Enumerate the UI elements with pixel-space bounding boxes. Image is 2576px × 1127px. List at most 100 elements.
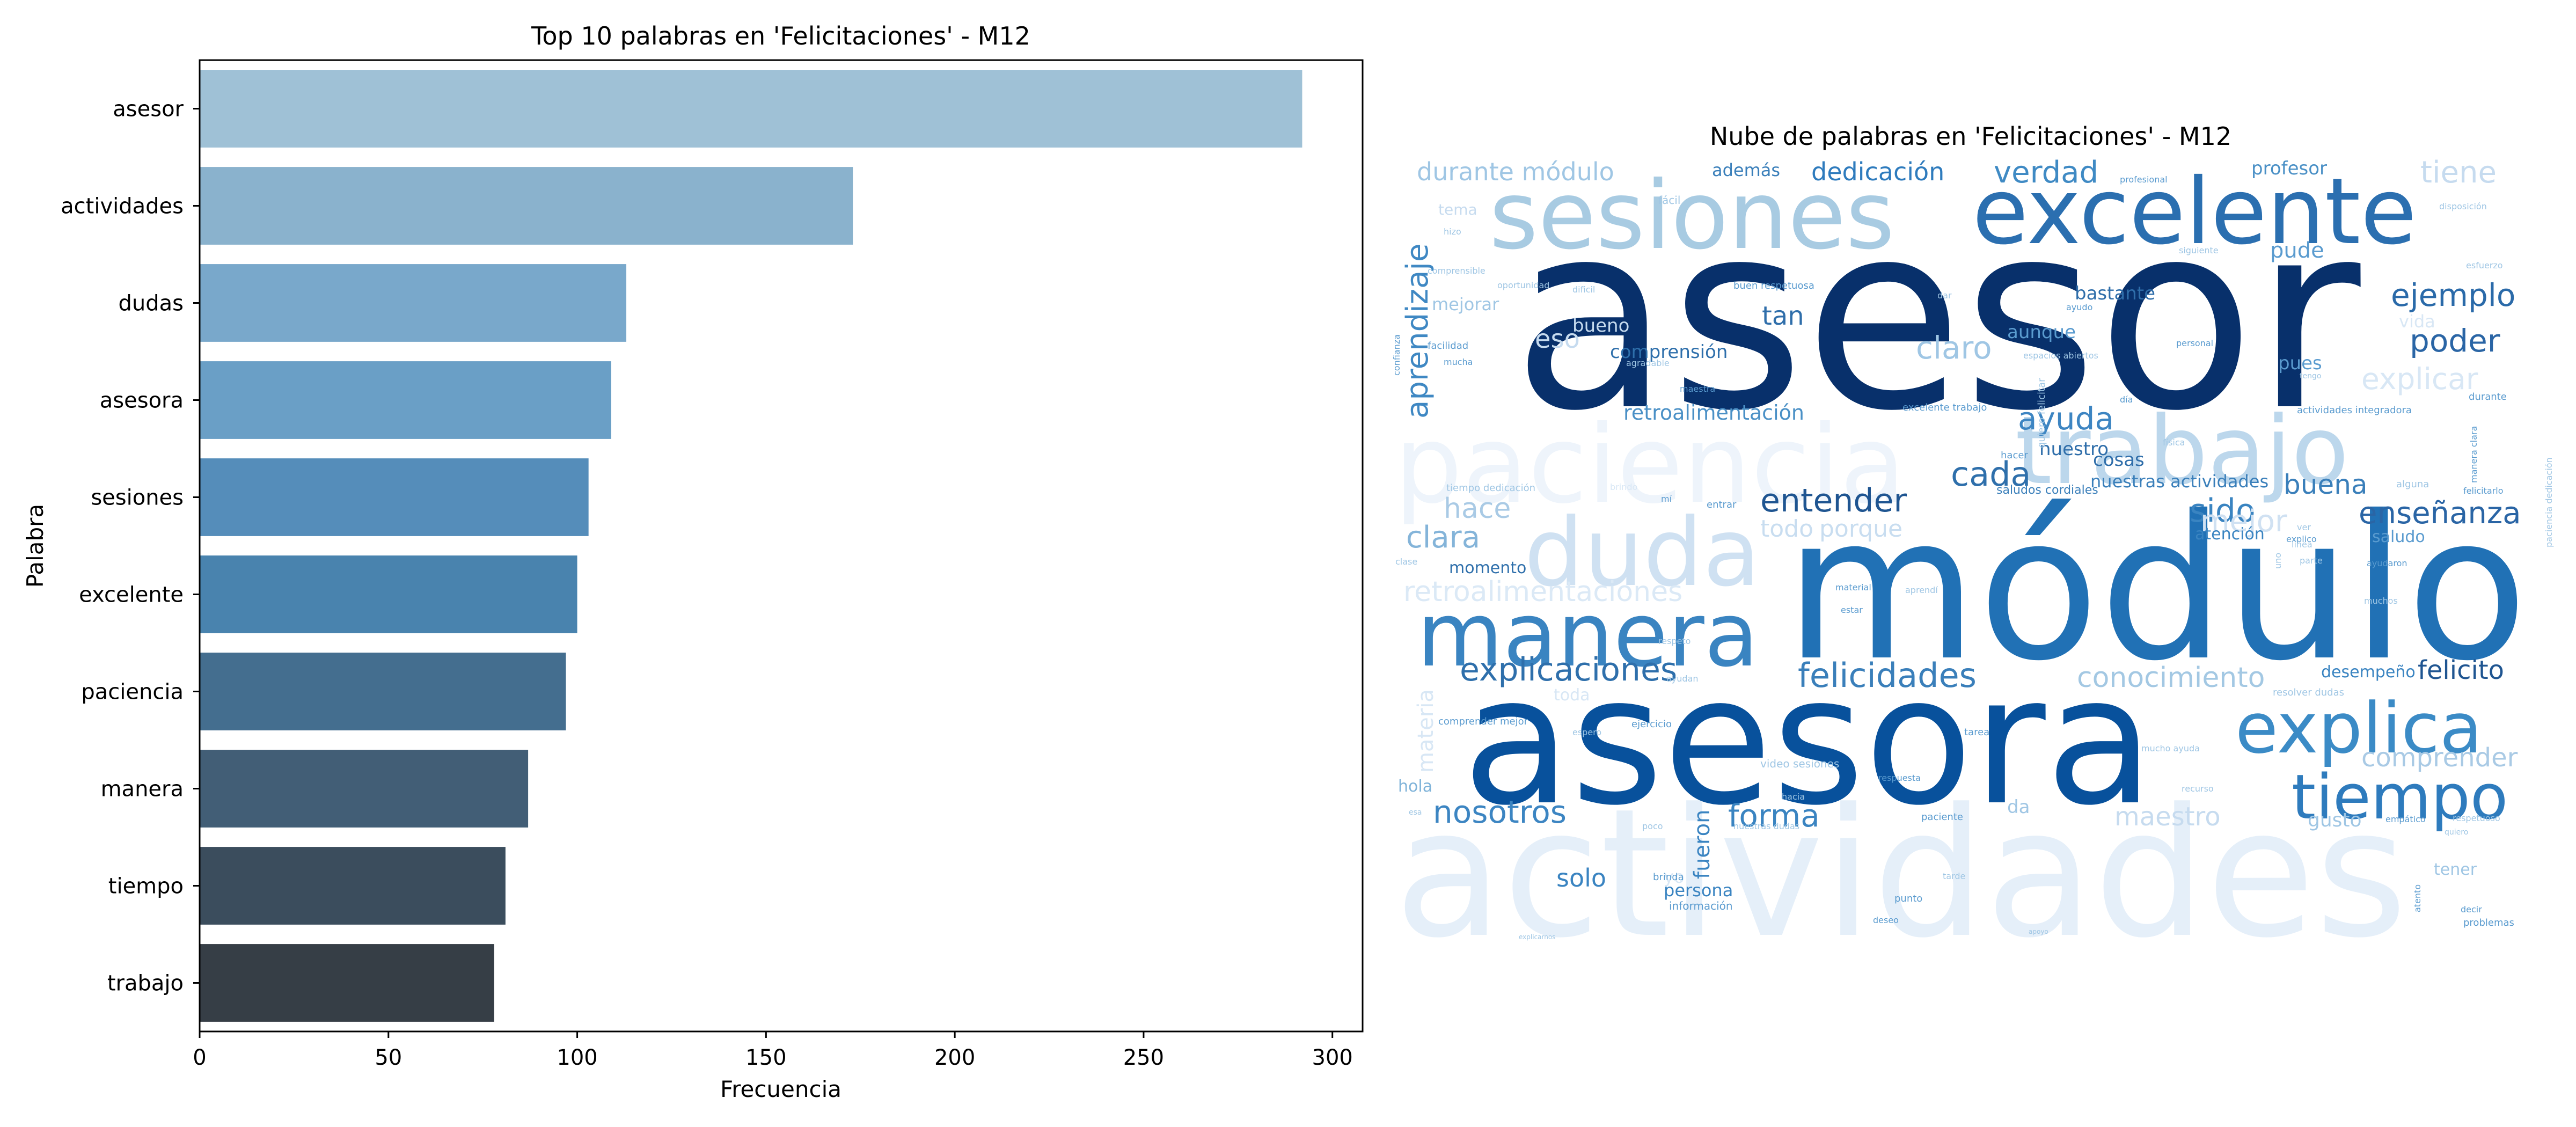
cloud-word: atento: [2412, 884, 2423, 912]
x-tick-label: 50: [375, 1045, 402, 1070]
cloud-word: excelente trabajo: [1902, 402, 1987, 413]
y-tick-label: trabajo: [107, 971, 184, 996]
y-tick-label: asesora: [100, 389, 184, 413]
cloud-word: respetuoso: [2453, 813, 2500, 823]
cloud-word: hace: [1444, 493, 1511, 525]
cloud-word: empático: [2385, 814, 2426, 824]
cloud-word: porque: [1819, 515, 1902, 543]
word-cloud-words: actividadespacienciaasesormóduloasesorae…: [1392, 155, 2554, 977]
cloud-word: espacios abiertos: [2023, 350, 2098, 361]
cloud-word: muchos: [2364, 596, 2398, 606]
cloud-word: cada: [1951, 455, 2031, 494]
cloud-word: esfuerzo: [2466, 260, 2503, 270]
cloud-word: resolver dudas: [2273, 687, 2344, 698]
cloud-word: mucho ayuda: [2141, 743, 2200, 753]
bar-manera: [200, 750, 529, 828]
x-tick-label: 250: [1123, 1045, 1164, 1070]
cloud-word: tan: [1762, 301, 1804, 331]
cloud-word: mejorar: [1432, 294, 1499, 314]
cloud-word: clase: [1395, 557, 1417, 567]
bar-sesiones: [200, 458, 589, 536]
cloud-word: asesora: [1462, 638, 2154, 844]
cloud-word: ver: [2297, 522, 2311, 532]
cloud-word: nuestras dudas: [1733, 821, 1799, 831]
cloud-word: espero: [1572, 727, 1601, 737]
cloud-word: ayudan: [1666, 674, 1699, 684]
cloud-word: además: [1712, 160, 1780, 180]
cloud-word: comprender: [2361, 743, 2518, 773]
cloud-word: mí: [1661, 494, 1672, 504]
cloud-word: dedicación: [1811, 157, 1944, 186]
cloud-word: manera: [1417, 583, 1759, 686]
cloud-word: aprendizaje: [1400, 244, 1435, 419]
cloud-word: respuesta: [1878, 773, 1921, 783]
bar-tiempo: [200, 847, 506, 925]
cloud-word: explico: [2286, 534, 2317, 544]
cloud-word: mejor: [2200, 504, 2288, 539]
cloud-word: retroalimentaciones: [1403, 576, 1682, 608]
cloud-word: módulo: [1784, 474, 2528, 705]
cloud-word: quiero: [2445, 828, 2468, 837]
cloud-word: hizo: [1444, 226, 1461, 237]
cloud-word: vida: [2399, 311, 2435, 332]
cloud-word: hacer: [2001, 450, 2028, 461]
cloud-word: estar: [1841, 605, 1863, 615]
cloud-word: ayudo: [2066, 302, 2092, 312]
cloud-word: felicitarlo: [2463, 486, 2504, 496]
cloud-word: decir: [2461, 904, 2482, 914]
cloud-word: tarde: [1943, 871, 1965, 881]
bar-chart: Top 10 palabras en 'Felicitaciones' - M1…: [22, 21, 1364, 1102]
cloud-word: aprendí: [1905, 585, 1938, 595]
cloud-word: persona: [1664, 880, 1733, 901]
cloud-word: paciencia dedicación: [2544, 457, 2554, 547]
cloud-word: entender: [1760, 482, 1907, 519]
cloud-word: alguna: [2396, 479, 2429, 490]
cloud-word: gusto: [2308, 809, 2362, 831]
y-tick-label: dudas: [119, 291, 184, 316]
cloud-word: explicarnos: [1519, 933, 1555, 941]
y-tick-label: excelente: [79, 583, 184, 608]
cloud-word: nuestro: [2039, 438, 2109, 460]
cloud-word: ejercicio: [1631, 719, 1672, 730]
bar-excelente: [200, 555, 577, 633]
cloud-word: problemas: [2463, 917, 2514, 928]
cloud-word: trabajo: [2015, 397, 2349, 506]
cloud-word: confianza: [1392, 334, 1402, 376]
cloud-word: buena: [2284, 469, 2368, 500]
cloud-word: fácil: [1658, 194, 1680, 207]
cloud-word: tiempo: [2292, 762, 2508, 833]
cloud-word: agradable: [1626, 358, 1670, 368]
cloud-word: yo: [1664, 867, 1685, 887]
x-tick-label: 200: [934, 1045, 975, 1070]
y-axis-label: Palabra: [22, 504, 48, 588]
cloud-word: asesor: [1512, 167, 2363, 467]
cloud-word: dificil: [1572, 284, 1595, 295]
cloud-word: poder: [2410, 323, 2500, 359]
cloud-word: ayudaron: [2367, 558, 2407, 568]
cloud-word: pude: [2270, 238, 2324, 263]
cloud-word: duda: [1524, 499, 1760, 608]
cloud-word: ejemplo: [2391, 277, 2515, 313]
cloud-word: clara: [1406, 520, 1480, 555]
cloud-word: quiero felicitar: [2036, 378, 2047, 448]
cloud-word: nosotros: [1433, 794, 1567, 830]
cloud-word: felicidades: [1798, 656, 1977, 695]
cloud-word: poco: [1642, 821, 1663, 831]
cloud-word: tema: [1438, 201, 1477, 218]
cloud-word: excelente: [1972, 159, 2417, 265]
cloud-word: apoyo: [2029, 928, 2048, 935]
cloud-word: disposición: [2439, 201, 2487, 211]
bar-trabajo: [200, 944, 494, 1022]
plot-frame: [199, 59, 1364, 1033]
cloud-word: sesiones: [1489, 162, 1894, 270]
cloud-word: durante: [2469, 391, 2507, 402]
cloud-word: saludos cordiales: [1996, 484, 2098, 497]
bar-asesora: [200, 361, 611, 439]
cloud-word: tarea: [1964, 727, 1989, 738]
cloud-word: punto: [1894, 893, 1922, 904]
word-cloud-title: Nube de palabras en 'Felicitaciones' - M…: [1710, 122, 2231, 151]
cloud-word: aunque: [2007, 321, 2076, 343]
cloud-word: felicito: [2418, 655, 2504, 685]
cloud-word: material: [1835, 582, 1871, 592]
